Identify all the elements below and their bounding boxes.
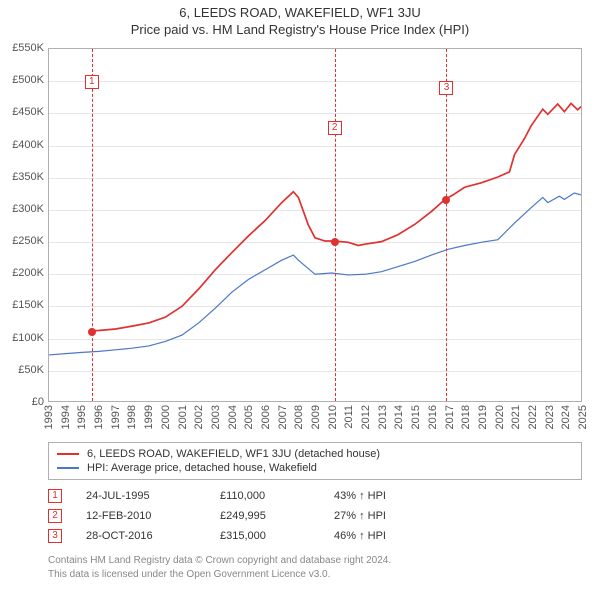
y-tick-label: £150K — [4, 299, 44, 311]
series-hpi — [49, 193, 581, 355]
footer-line-2: This data is licensed under the Open Gov… — [48, 568, 391, 582]
sales-table-row: 2 12-FEB-2010 £249,995 27% ↑ HPI — [48, 506, 434, 526]
chart-plot-area: 1 2 3 — [48, 48, 582, 402]
y-tick-label: £200K — [4, 267, 44, 279]
sales-row-marker: 2 — [48, 509, 62, 523]
chart-container: 6, LEEDS ROAD, WAKEFIELD, WF1 3JU Price … — [0, 0, 600, 590]
x-tick-label: 1993 — [43, 405, 55, 429]
x-tick-label: 1997 — [110, 405, 122, 429]
x-tick-label: 2002 — [193, 405, 205, 429]
legend-row: 6, LEEDS ROAD, WAKEFIELD, WF1 3JU (detac… — [57, 447, 573, 461]
sales-row-delta: 27% ↑ HPI — [334, 510, 434, 522]
x-tick-label: 2001 — [177, 405, 189, 429]
x-tick-label: 2014 — [393, 405, 405, 429]
x-tick-label: 2003 — [210, 405, 222, 429]
series-property_price — [92, 103, 581, 330]
y-tick-label: £400K — [4, 139, 44, 151]
y-tick-label: £550K — [4, 42, 44, 54]
sales-row-date: 12-FEB-2010 — [86, 510, 216, 522]
sales-row-marker: 3 — [48, 529, 62, 543]
legend-label: HPI: Average price, detached house, Wake… — [87, 462, 317, 474]
y-tick-label: £250K — [4, 235, 44, 247]
footer-attribution: Contains HM Land Registry data © Crown c… — [48, 554, 391, 581]
x-tick-label: 1996 — [93, 405, 105, 429]
x-tick-label: 2017 — [444, 405, 456, 429]
footer-line-1: Contains HM Land Registry data © Crown c… — [48, 554, 391, 568]
x-tick-label: 1994 — [60, 405, 72, 429]
x-tick-label: 2005 — [243, 405, 255, 429]
x-tick-label: 2013 — [377, 405, 389, 429]
x-tick-label: 2006 — [260, 405, 272, 429]
x-tick-label: 1995 — [76, 405, 88, 429]
x-tick-label: 2023 — [544, 405, 556, 429]
sale-dot — [88, 328, 96, 336]
y-tick-label: £100K — [4, 332, 44, 344]
sale-marker-line — [446, 49, 447, 401]
x-tick-label: 2020 — [494, 405, 506, 429]
x-tick-label: 2011 — [343, 405, 355, 429]
x-tick-label: 2000 — [160, 405, 172, 429]
sales-row-date: 24-JUL-1995 — [86, 490, 216, 502]
legend-row: HPI: Average price, detached house, Wake… — [57, 461, 573, 475]
legend: 6, LEEDS ROAD, WAKEFIELD, WF1 3JU (detac… — [48, 442, 582, 480]
x-tick-label: 2022 — [527, 405, 539, 429]
y-tick-label: £450K — [4, 106, 44, 118]
sales-row-price: £249,995 — [220, 510, 330, 522]
sale-marker-box: 1 — [85, 75, 99, 89]
sales-row-price: £110,000 — [220, 490, 330, 502]
y-tick-label: £300K — [4, 203, 44, 215]
x-tick-label: 1999 — [143, 405, 155, 429]
sales-row-price: £315,000 — [220, 530, 330, 542]
sale-marker-box: 3 — [439, 81, 453, 95]
legend-swatch — [57, 467, 79, 468]
x-tick-label: 2007 — [277, 405, 289, 429]
sales-row-date: 28-OCT-2016 — [86, 530, 216, 542]
x-tick-label: 2004 — [227, 405, 239, 429]
legend-swatch — [57, 453, 79, 455]
chart-title: 6, LEEDS ROAD, WAKEFIELD, WF1 3JU — [0, 0, 600, 22]
x-tick-label: 2012 — [360, 405, 372, 429]
x-tick-label: 1998 — [126, 405, 138, 429]
sale-marker-line — [335, 49, 336, 401]
x-tick-label: 2018 — [460, 405, 472, 429]
chart-subtitle: Price paid vs. HM Land Registry's House … — [0, 22, 600, 37]
x-tick-label: 2008 — [293, 405, 305, 429]
x-tick-label: 2025 — [577, 405, 589, 429]
y-tick-label: £0 — [4, 396, 44, 408]
sale-marker-box: 2 — [328, 121, 342, 135]
sale-dot — [442, 196, 450, 204]
sales-table: 1 24-JUL-1995 £110,000 43% ↑ HPI 2 12-FEB-201… — [48, 486, 434, 546]
sales-row-marker: 1 — [48, 489, 62, 503]
x-tick-label: 2010 — [327, 405, 339, 429]
y-tick-label: £350K — [4, 171, 44, 183]
x-tick-label: 2016 — [427, 405, 439, 429]
sale-marker-line — [92, 49, 93, 401]
sales-table-row: 1 24-JUL-1995 £110,000 43% ↑ HPI — [48, 486, 434, 506]
sale-dot — [331, 238, 339, 246]
x-tick-label: 2021 — [510, 405, 522, 429]
y-tick-label: £50K — [4, 364, 44, 376]
sales-row-delta: 46% ↑ HPI — [334, 530, 434, 542]
x-tick-label: 2024 — [560, 405, 572, 429]
y-tick-label: £500K — [4, 74, 44, 86]
sales-table-row: 3 28-OCT-2016 £315,000 46% ↑ HPI — [48, 526, 434, 546]
x-tick-label: 2009 — [310, 405, 322, 429]
x-tick-label: 2015 — [410, 405, 422, 429]
sales-row-delta: 43% ↑ HPI — [334, 490, 434, 502]
x-tick-label: 2019 — [477, 405, 489, 429]
chart-svg — [49, 49, 581, 401]
legend-label: 6, LEEDS ROAD, WAKEFIELD, WF1 3JU (detac… — [87, 448, 380, 460]
